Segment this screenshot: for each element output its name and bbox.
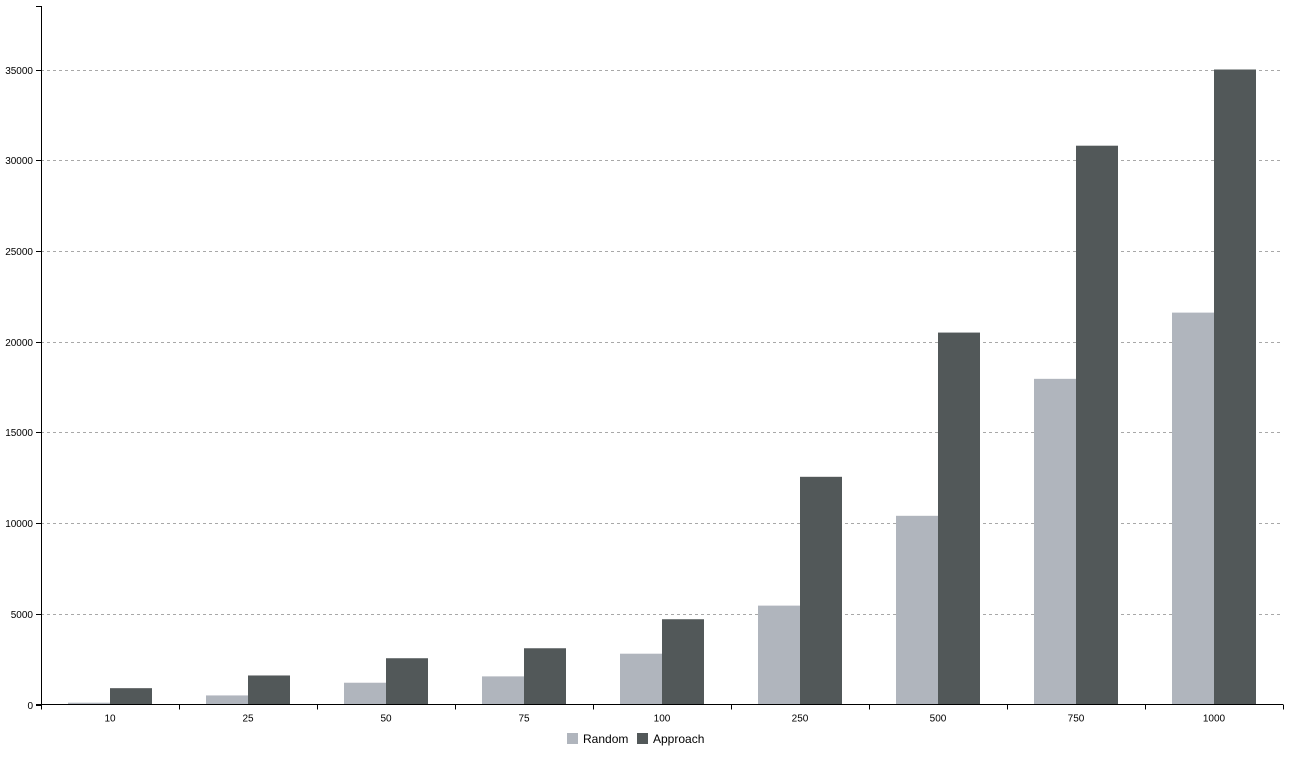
x-tick-label: 250 [792,714,809,725]
y-tick-label: 5000 [11,610,34,621]
y-tick-label: 30000 [5,156,33,167]
bar-random-750 [1034,378,1076,705]
bar-random-10 [68,702,110,705]
bar-random-500 [896,515,938,705]
bar-approach-500 [938,332,980,705]
bar-approach-75 [524,648,566,705]
axes: 0 5000 10000 15000 20000 25000 30000 35000 10 25 5… [5,6,1284,725]
x-tick-label: 50 [380,714,392,725]
bar-random-1000 [1172,312,1214,705]
bars [68,69,1256,705]
y-tick-label: 15000 [5,428,33,439]
y-tick-label: 0 [27,701,33,712]
bar-approach-100 [662,619,704,705]
bar-approach-750 [1076,145,1118,705]
x-tick-label: 75 [518,714,530,725]
bar-random-100 [620,653,662,705]
legend-swatch-random [567,733,578,744]
legend-swatch-approach [637,733,648,744]
bar-random-25 [206,695,248,705]
x-tick-label: 1000 [1203,714,1226,725]
bar-approach-250 [800,476,842,705]
bar-random-50 [344,682,386,705]
bar-approach-50 [386,658,428,705]
x-tick-label: 750 [1068,714,1085,725]
bar-random-250 [758,605,800,705]
x-tick-label: 10 [104,714,116,725]
y-tick-label: 35000 [5,66,33,77]
y-tick-label: 25000 [5,247,33,258]
legend: Random Approach [567,732,704,746]
legend-label-approach: Approach [653,732,704,746]
x-tick-label: 100 [654,714,671,725]
y-tick-label: 20000 [5,338,33,349]
x-tick-label: 25 [242,714,254,725]
grid-lines [41,70,1283,615]
bar-approach-1000 [1214,69,1256,705]
bar-random-75 [482,676,524,705]
bar-approach-25 [248,675,290,705]
bar-approach-10 [110,688,152,705]
x-tick-label: 500 [930,714,947,725]
y-tick-label: 10000 [5,519,33,530]
legend-label-random: Random [583,732,628,746]
